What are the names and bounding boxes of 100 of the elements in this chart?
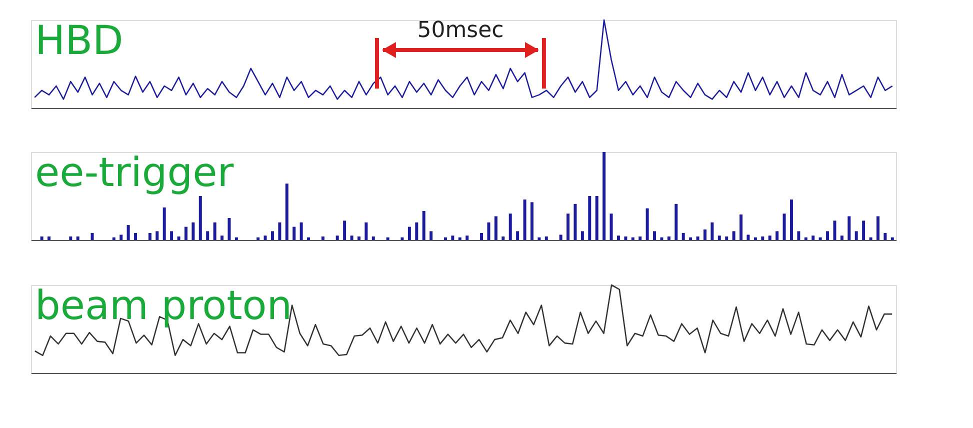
bar (112, 237, 116, 240)
bar (170, 231, 174, 240)
bar (213, 222, 216, 240)
bar (430, 231, 433, 240)
bar (264, 236, 267, 240)
bar (833, 220, 836, 240)
bar (703, 229, 706, 240)
bar (69, 236, 72, 240)
bar (516, 231, 520, 240)
bar (386, 237, 390, 240)
bar (818, 237, 822, 240)
bar (480, 232, 484, 240)
bar (631, 237, 634, 240)
bar (206, 231, 210, 240)
bar (653, 231, 656, 240)
bar (285, 184, 288, 240)
bar (198, 196, 202, 240)
bar (812, 236, 815, 240)
bar (134, 232, 138, 240)
bar (120, 234, 123, 240)
bar (754, 237, 757, 240)
bar (869, 237, 872, 240)
bar (566, 214, 570, 240)
bar (616, 236, 620, 240)
bar (76, 236, 80, 240)
bar (848, 216, 851, 240)
bar (451, 236, 454, 240)
bar (602, 152, 606, 240)
bar (624, 236, 628, 240)
bar (502, 236, 505, 240)
bar (740, 214, 743, 240)
bar (40, 236, 44, 240)
bar (234, 237, 238, 240)
bar (321, 236, 324, 240)
bar (761, 236, 764, 240)
bar (278, 222, 282, 240)
bar (559, 234, 562, 240)
bar (300, 222, 303, 240)
bar (292, 226, 296, 240)
bar (220, 236, 224, 240)
bar (530, 202, 534, 240)
bar (162, 207, 166, 240)
bar (876, 216, 880, 240)
bar (732, 231, 736, 240)
bar (487, 222, 490, 240)
bar (350, 236, 354, 240)
bar (523, 200, 526, 240)
bar (408, 226, 411, 240)
bar (660, 237, 664, 240)
bar (177, 236, 180, 240)
bar (90, 232, 94, 240)
bar (156, 231, 159, 240)
bar (48, 236, 51, 240)
bar (422, 210, 426, 240)
bar (725, 236, 728, 240)
bar (674, 204, 678, 240)
bar (184, 226, 188, 240)
bar (372, 236, 375, 240)
bar (364, 222, 368, 240)
bar (782, 214, 786, 240)
bar (336, 236, 339, 240)
bar (126, 225, 130, 240)
bar (746, 234, 750, 240)
bar (544, 236, 548, 240)
bar (400, 237, 404, 240)
bar (790, 200, 793, 240)
bar (192, 222, 195, 240)
bar (646, 208, 649, 240)
bar (854, 231, 858, 240)
chart-title: ee-trigger (35, 150, 234, 196)
bar (148, 232, 152, 240)
bar (710, 222, 714, 240)
bar (466, 236, 469, 240)
bar (667, 236, 670, 240)
chart-title: beam proton (35, 283, 292, 329)
bar (696, 236, 700, 240)
bar (689, 237, 692, 240)
bar (840, 236, 844, 240)
bar (574, 204, 577, 240)
bar (862, 220, 866, 240)
bar (415, 222, 418, 240)
bar (826, 231, 830, 240)
bar (307, 237, 310, 240)
bar (884, 232, 887, 240)
bar (256, 237, 260, 240)
bar (444, 237, 447, 240)
bar (580, 231, 584, 240)
bar (768, 236, 772, 240)
bar (588, 196, 592, 240)
bar (610, 214, 613, 240)
bar (638, 236, 642, 240)
bar (538, 237, 541, 240)
bar (508, 214, 512, 240)
bar (595, 196, 598, 240)
bar (797, 231, 800, 240)
bar (270, 231, 274, 240)
bar (458, 237, 462, 240)
bar (776, 231, 779, 240)
bar (494, 216, 498, 240)
bar (890, 237, 894, 240)
